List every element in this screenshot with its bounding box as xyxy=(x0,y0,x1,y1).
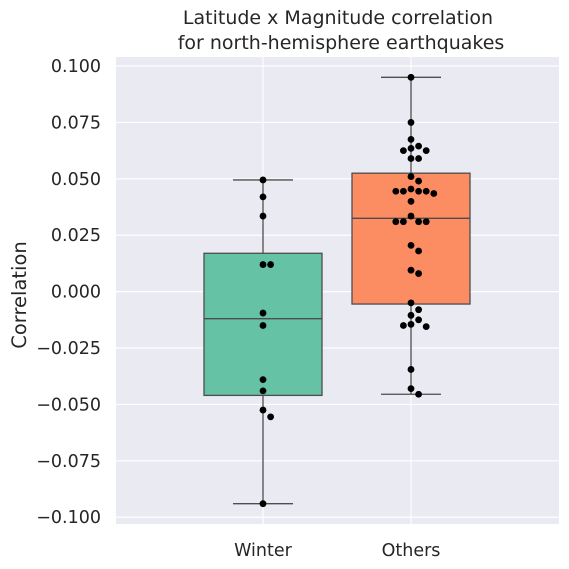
data-point xyxy=(392,218,400,226)
data-point xyxy=(407,311,415,319)
y-tick-label: 0.000 xyxy=(51,283,101,303)
data-point xyxy=(400,147,407,155)
data-point xyxy=(267,261,274,268)
y-tick-label: −0.050 xyxy=(36,395,101,415)
data-point xyxy=(259,500,267,508)
data-point xyxy=(259,261,267,268)
data-point xyxy=(259,406,267,414)
y-tick-label: 0.100 xyxy=(51,57,101,77)
data-point xyxy=(259,212,267,220)
y-tick-label: 0.075 xyxy=(51,113,101,133)
data-point xyxy=(422,187,430,195)
y-tick-label: −0.025 xyxy=(36,339,101,359)
data-point xyxy=(415,187,422,195)
data-point xyxy=(267,413,274,421)
data-point xyxy=(422,218,430,226)
data-point xyxy=(400,187,407,195)
data-point xyxy=(422,323,430,330)
data-point xyxy=(407,119,415,126)
y-tick-label: 0.025 xyxy=(51,226,101,246)
x-tick-label: Winter xyxy=(234,541,293,561)
chart-title-line-2: for north-hemisphere earthquakes xyxy=(178,32,505,54)
data-point xyxy=(407,366,415,373)
data-point xyxy=(407,144,415,152)
y-tick-label: −0.075 xyxy=(36,452,101,472)
data-point xyxy=(407,185,415,193)
data-point xyxy=(392,187,400,195)
chart-title-line-1: Latitude x Magnitude correlation xyxy=(183,7,493,29)
data-point xyxy=(415,177,422,185)
data-point xyxy=(415,247,422,255)
box-iqr xyxy=(351,172,471,305)
data-point xyxy=(407,135,415,143)
data-point xyxy=(415,306,422,314)
x-ticks: Winter Others xyxy=(234,541,440,561)
plot-background xyxy=(116,57,559,524)
data-point xyxy=(259,309,267,317)
data-point xyxy=(415,270,422,277)
data-point xyxy=(430,190,438,197)
data-point xyxy=(415,316,422,324)
data-point xyxy=(415,155,422,162)
data-point xyxy=(422,147,430,155)
data-point xyxy=(407,320,415,328)
data-point xyxy=(407,212,415,220)
y-tick-label: −0.100 xyxy=(36,508,101,528)
data-point xyxy=(407,173,415,180)
data-point xyxy=(407,197,415,205)
data-point xyxy=(259,387,267,395)
data-point xyxy=(415,142,422,150)
data-point xyxy=(259,193,267,201)
data-point xyxy=(407,385,415,393)
data-point xyxy=(259,376,267,384)
data-point xyxy=(400,218,407,226)
data-point xyxy=(407,241,415,249)
data-point xyxy=(407,299,415,307)
y-tick-label: 0.050 xyxy=(51,170,101,190)
data-point xyxy=(407,73,415,81)
y-ticks: −0.100 −0.075 −0.050 −0.025 0.000 0.025 0.050 0… xyxy=(36,57,101,528)
x-tick-label: Others xyxy=(382,541,441,561)
data-point xyxy=(259,176,267,184)
data-point xyxy=(259,322,267,329)
data-point xyxy=(407,266,415,274)
data-point xyxy=(407,155,415,162)
data-point xyxy=(415,390,422,398)
data-point xyxy=(400,322,407,329)
swarm-points xyxy=(259,73,438,508)
y-axis-label: Correlation xyxy=(8,241,31,349)
data-point xyxy=(415,218,422,226)
